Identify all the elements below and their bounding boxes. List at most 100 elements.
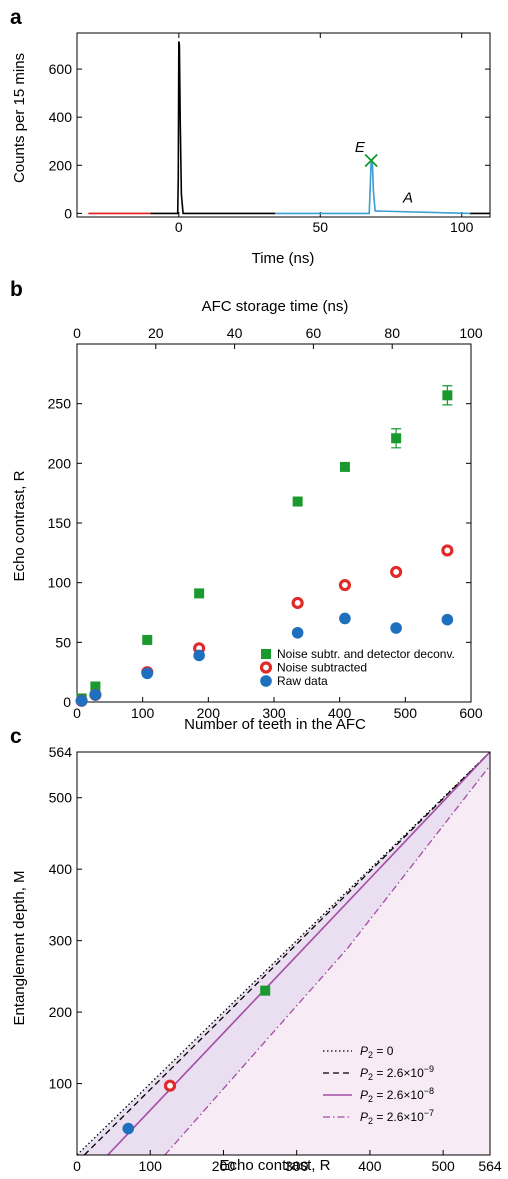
panel-c-xlabel: Echo contrast, R bbox=[220, 1157, 331, 1174]
panel-c-ytick-label: 400 bbox=[49, 861, 73, 877]
panel-c-legend-label: P2 = 2.6×10−8 bbox=[360, 1086, 434, 1104]
panel-letter-b: b bbox=[10, 278, 23, 301]
panel-b-legend-label: Raw data bbox=[277, 674, 328, 688]
panel-c-legend-subscript: 2 bbox=[368, 1116, 373, 1126]
panel-b-point bbox=[291, 626, 304, 639]
panel-a-ytick-label: 0 bbox=[64, 205, 72, 221]
panel-b-point bbox=[391, 433, 402, 444]
panel-c-legend-symbol: P bbox=[360, 1110, 368, 1124]
panel-a-ytick-label: 200 bbox=[49, 157, 73, 173]
panel-c-legend-label: P2 = 2.6×10−9 bbox=[360, 1064, 434, 1082]
panel-b: AFC storage time (ns) Number of teeth in… bbox=[11, 298, 483, 733]
panel-b-x2tick-label: 0 bbox=[73, 325, 81, 341]
panel-b-point bbox=[141, 667, 154, 680]
panel-a-xtick-label: 50 bbox=[312, 219, 328, 235]
panel-c-xtick-label: 200 bbox=[212, 1158, 236, 1174]
panel-b-xtick-label: 400 bbox=[328, 705, 352, 721]
panel-b-point bbox=[292, 496, 303, 507]
panel-a-trace bbox=[150, 41, 276, 215]
panel-c-xtick-label: 400 bbox=[358, 1158, 382, 1174]
panel-letter-c: c bbox=[10, 725, 22, 748]
panel-c-xtick-label: 0 bbox=[73, 1158, 81, 1174]
panel-b-point bbox=[291, 596, 304, 610]
panel-a-annotation: A bbox=[402, 190, 413, 207]
panel-b-x2tick-label: 100 bbox=[459, 325, 483, 341]
panel-a-ytick-label: 600 bbox=[49, 61, 73, 77]
panel-b-point bbox=[89, 689, 102, 701]
panel-c-legend-subscript: 2 bbox=[368, 1072, 373, 1082]
panel-b-point bbox=[339, 461, 350, 472]
panel-c-ylabel: Entanglement depth, M bbox=[11, 870, 28, 1025]
panel-c-ytick-label: 100 bbox=[49, 1076, 73, 1092]
panel-b-xtick-label: 100 bbox=[131, 705, 155, 721]
panel-b-point bbox=[338, 578, 352, 592]
panel-c-xtick-label: 100 bbox=[139, 1158, 163, 1174]
panel-b-xtick-label: 500 bbox=[394, 705, 418, 721]
panel-b-xlabel: Number of teeth in the AFC bbox=[184, 716, 366, 733]
panel-b-ytick-label: 100 bbox=[48, 575, 72, 591]
panel-b-legend-label: Noise subtr. and detector deconv. bbox=[277, 647, 455, 661]
panel-c-shade-light bbox=[164, 752, 490, 1155]
panel-c-legend-subscript: 2 bbox=[368, 1050, 373, 1060]
panel-a-ylabel: Counts per 15 mins bbox=[11, 53, 28, 183]
panel-c-legend-exponent: −9 bbox=[424, 1064, 434, 1074]
panel-b-point bbox=[193, 649, 205, 662]
panel-b-ylabel: Echo contrast, R bbox=[11, 470, 28, 581]
panel-c-point bbox=[122, 1122, 135, 1135]
panel-b-x2tick-label: 40 bbox=[227, 325, 243, 341]
panel-c-legend-value: = 0 bbox=[373, 1044, 394, 1058]
panel-b-point bbox=[194, 588, 205, 599]
panel-b-xtick-label: 600 bbox=[459, 705, 483, 721]
panel-c-legend-value: = 2.6×10 bbox=[373, 1066, 424, 1080]
panel-c-legend-label: P2 = 0 bbox=[360, 1044, 394, 1060]
panel-a-xtick-label: 0 bbox=[175, 219, 183, 235]
panel-c-ytick-label: 200 bbox=[49, 1004, 73, 1020]
panel-b-ytick-label: 0 bbox=[63, 694, 71, 710]
panel-c-point bbox=[260, 985, 271, 996]
panel-c-point bbox=[163, 1079, 177, 1092]
panel-b-legend-marker bbox=[259, 661, 273, 674]
panel-a: Time (ns) Counts per 15 mins 0 50 100 0 200 4… bbox=[11, 32, 491, 267]
panel-b-point bbox=[142, 634, 153, 645]
panel-b-legend-marker bbox=[260, 675, 272, 687]
panel-b-ytick-label: 150 bbox=[48, 515, 72, 531]
panel-c-legend-value: = 2.6×10 bbox=[373, 1110, 424, 1124]
panel-c-legend-symbol: P bbox=[360, 1044, 368, 1058]
panel-c: Echo contrast, R Entanglement depth, M 0… bbox=[11, 744, 502, 1174]
panel-c-xtick-label: 564 bbox=[478, 1158, 502, 1174]
panel-c-frame bbox=[76, 751, 491, 1156]
panel-b-point bbox=[441, 544, 454, 557]
panel-b-point bbox=[390, 565, 403, 579]
panel-b-point bbox=[441, 613, 454, 626]
panel-a-xtick-label: 100 bbox=[450, 219, 474, 235]
panel-b-ytick-label: 50 bbox=[55, 634, 71, 650]
panel-c-legend-exponent: −7 bbox=[424, 1108, 434, 1118]
panel-letter-a: a bbox=[10, 6, 22, 29]
panel-c-legend-symbol: P bbox=[360, 1088, 368, 1102]
panel-c-legend-label: P2 = 2.6×10−7 bbox=[360, 1108, 434, 1126]
panel-b-x2tick-label: 20 bbox=[148, 325, 164, 341]
panel-a-annotation: E bbox=[355, 139, 366, 156]
panel-a-trace bbox=[275, 158, 471, 215]
panel-b-x2tick-label: 60 bbox=[306, 325, 322, 341]
panel-c-legend-symbol: P bbox=[360, 1066, 368, 1080]
panel-b-x2label: AFC storage time (ns) bbox=[202, 298, 349, 315]
panel-c-xtick-label: 500 bbox=[431, 1158, 455, 1174]
panel-b-xtick-label: 0 bbox=[73, 705, 81, 721]
panel-b-ytick-label: 200 bbox=[48, 455, 72, 471]
panel-a-ytick-label: 400 bbox=[49, 109, 73, 125]
panel-b-point bbox=[90, 681, 101, 692]
panel-b-xtick-label: 300 bbox=[262, 705, 286, 721]
panel-b-point bbox=[442, 390, 453, 401]
panel-c-xtick-label: 300 bbox=[285, 1158, 309, 1174]
panel-b-ytick-label: 250 bbox=[48, 396, 72, 412]
panel-b-legend-label: Noise subtracted bbox=[277, 661, 367, 675]
panel-c-ytick-label: 564 bbox=[49, 744, 73, 760]
panel-b-xtick-label: 200 bbox=[197, 705, 221, 721]
panel-c-curve bbox=[76, 751, 491, 1156]
panel-b-point bbox=[390, 622, 402, 634]
panel-b-point bbox=[75, 695, 88, 707]
panel-c-ytick-label: 500 bbox=[49, 790, 73, 806]
panel-a-xlabel: Time (ns) bbox=[252, 250, 315, 267]
